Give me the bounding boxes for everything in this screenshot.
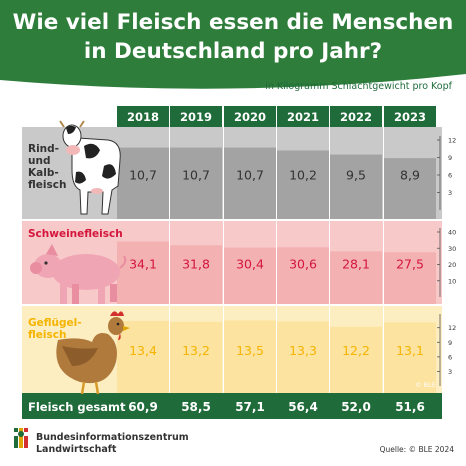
total-value: 51,6	[395, 400, 425, 414]
row-axes: 3 6 9 12 10 20 30 40 3 6 9 12	[437, 136, 456, 386]
bar	[117, 320, 169, 393]
data-label: 13,3	[289, 343, 317, 358]
ble-logo-icon	[12, 428, 30, 448]
bar	[330, 251, 382, 305]
data-label: 30,4	[236, 257, 264, 272]
bar-area	[117, 127, 436, 393]
data-label: 8,9	[400, 168, 420, 183]
year-label: 2019	[180, 110, 212, 124]
total-value: 56,4	[288, 400, 318, 414]
bar	[384, 158, 436, 220]
year-label: 2018	[127, 110, 159, 124]
total-value: 57,1	[235, 400, 265, 414]
tick-label: 6	[448, 353, 452, 361]
category-label: und	[28, 155, 50, 167]
cow-illustration	[59, 120, 121, 215]
data-label: 13,2	[182, 343, 210, 358]
total-value: 58,5	[181, 400, 211, 414]
bar	[224, 247, 276, 305]
chicken-illustration	[56, 311, 130, 395]
year-label: 2023	[394, 110, 426, 124]
bar	[277, 321, 329, 393]
bar	[117, 241, 169, 305]
data-label: 31,8	[182, 257, 210, 272]
tick-label: 10	[448, 277, 456, 285]
total-value: 52,0	[341, 400, 371, 414]
tick-label: 12	[448, 324, 456, 332]
year-header-cell	[330, 106, 382, 127]
bar	[224, 320, 276, 393]
year-header-cell	[277, 106, 329, 127]
tick-label: 12	[448, 137, 456, 145]
data-label: 30,6	[289, 257, 317, 272]
title-line-2: in Deutschland pro Jahr?	[84, 39, 382, 64]
title-line-1: Wie viel Fleisch essen die Menschen	[13, 10, 454, 35]
year-header-cell	[117, 106, 169, 127]
tick-label: 9	[448, 339, 452, 347]
data-label: 10,2	[289, 168, 317, 183]
unit-subtitle: in Kilogramm Schlachtgewicht pro Kopf	[265, 81, 452, 92]
data-label: 13,4	[129, 343, 157, 358]
bar	[277, 150, 329, 220]
tick-label: 20	[448, 261, 456, 269]
total-row-background	[22, 393, 442, 419]
category-label: Geflügel-	[28, 317, 82, 329]
bar	[170, 321, 222, 393]
year-header-row: 2018 2019 2020 2021 2022 2023	[117, 106, 436, 127]
year-header-cell	[170, 106, 222, 127]
bar	[170, 245, 222, 305]
data-label: 12,2	[342, 343, 370, 358]
tick-label: 3	[448, 368, 452, 376]
year-header-cell	[384, 106, 436, 127]
data-label: 28,1	[342, 257, 370, 272]
total-values: 60,9 58,5 57,1 56,4 52,0 51,6	[128, 400, 425, 414]
year-label: 2022	[340, 110, 372, 124]
total-row-label: Fleisch gesamt	[28, 400, 126, 414]
bar	[330, 154, 382, 220]
category-label: Rind-	[28, 143, 59, 155]
data-label: 10,7	[236, 168, 264, 183]
category-label: Schweinefleisch	[28, 228, 123, 240]
data-label: 10,7	[129, 168, 157, 183]
total-value: 60,9	[128, 400, 158, 414]
bar	[277, 247, 329, 305]
bar	[330, 326, 382, 393]
data-label: 10,7	[182, 168, 210, 183]
bar	[117, 147, 169, 220]
data-label: 34,1	[129, 257, 157, 272]
category-label: Kalb-	[28, 167, 59, 179]
bar	[224, 147, 276, 220]
year-label: 2020	[234, 110, 266, 124]
footer-org-line2: Landwirtschaft	[36, 444, 117, 455]
category-label: fleisch	[28, 329, 66, 341]
footer-org-line1: Bundesinformationszentrum	[36, 432, 189, 443]
pig-illustration	[30, 244, 127, 304]
data-label: 27,5	[396, 257, 424, 272]
tick-label: 30	[448, 245, 456, 253]
footer-source: Quelle: © BLE 2024	[380, 445, 455, 454]
year-header-cell	[224, 106, 276, 127]
data-label: 9,5	[346, 168, 366, 183]
bar	[384, 322, 436, 393]
tick-label: 3	[448, 189, 452, 197]
tick-label: 40	[448, 229, 456, 237]
category-label: fleisch	[28, 179, 66, 191]
data-label: 13,1	[396, 343, 424, 358]
year-label: 2021	[287, 110, 319, 124]
tick-label: 9	[448, 154, 452, 162]
bar	[384, 252, 436, 305]
header-banner	[0, 0, 466, 89]
tick-label: 6	[448, 172, 452, 180]
watermark: © BLE	[415, 381, 436, 389]
bar	[170, 147, 222, 220]
data-label: 13,5	[236, 343, 264, 358]
value-labels: 10,7 10,7 10,7 10,2 9,5 8,9 34,1 31,8 30,4 30,6 28…	[129, 168, 424, 359]
